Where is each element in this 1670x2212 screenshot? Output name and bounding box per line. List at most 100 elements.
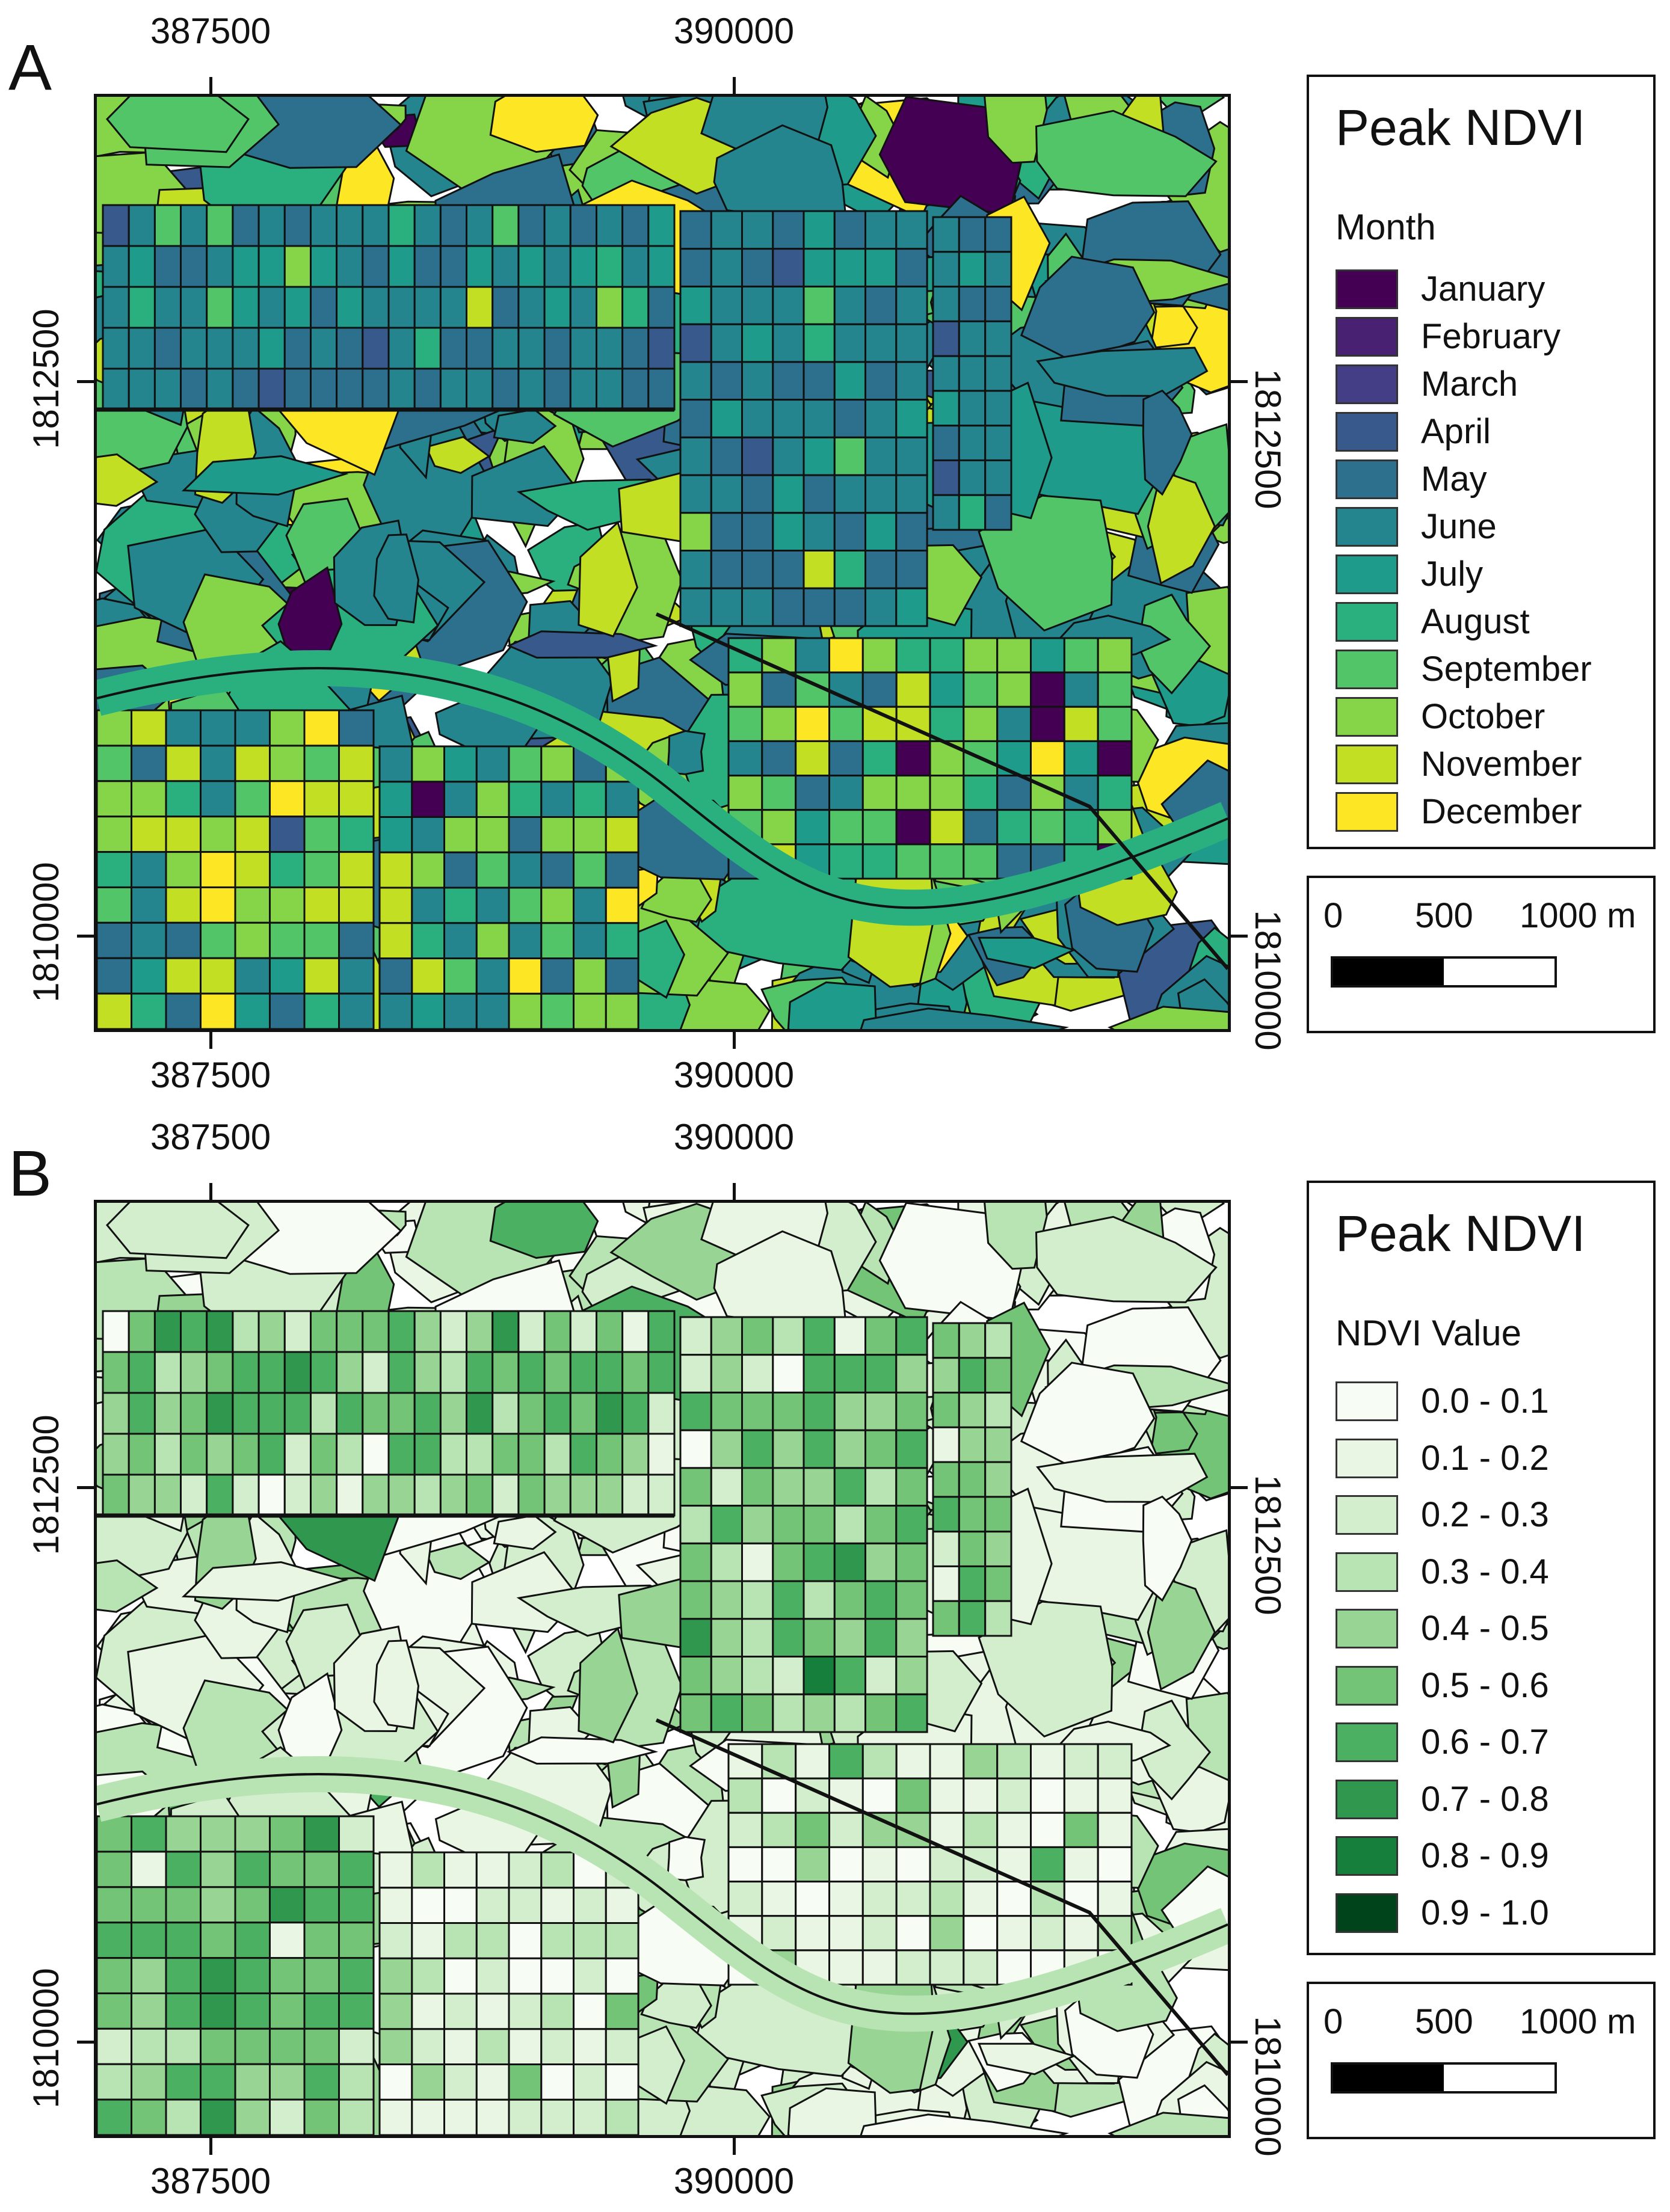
scale-segment-black	[1333, 959, 1444, 985]
legend-label: 0.6 - 0.7	[1421, 1722, 1549, 1762]
legend-swatch	[1336, 1722, 1398, 1762]
parcel-map	[97, 97, 1228, 1029]
tick-mark	[77, 1486, 94, 1489]
legend-label: October	[1421, 697, 1545, 736]
legend: Peak NDVI Month January February March Apri…	[1307, 75, 1656, 849]
legend-swatch	[1336, 697, 1398, 737]
tick-mark	[209, 2138, 212, 2155]
legend-label: 0.7 - 0.8	[1421, 1779, 1549, 1819]
y-tick-right-2: 1810000	[1247, 2016, 1288, 2157]
tick-mark	[733, 77, 736, 94]
x-tick-bottom-2: 390000	[673, 1055, 795, 1095]
legend-label: 0.5 - 0.6	[1421, 1665, 1549, 1705]
legend-label: December	[1421, 792, 1582, 831]
tick-mark	[1231, 1486, 1248, 1489]
y-tick-right-2: 1810000	[1247, 910, 1288, 1051]
legend-swatch	[1336, 412, 1398, 452]
tick-mark	[209, 77, 212, 94]
panel-b: B 387500 390000 387500 390000 1812500 18…	[0, 1106, 1670, 2212]
scale-segment-white	[1444, 959, 1554, 985]
legend: Peak NDVI NDVI Value 0.0 - 0.1 0.1 - 0.2 0…	[1307, 1181, 1656, 1955]
tick-mark	[209, 1032, 212, 1049]
legend-label: June	[1421, 507, 1497, 546]
scale-bar-box: 0 500 1000 m	[1307, 876, 1656, 1033]
legend-subtitle: Month	[1336, 207, 1436, 247]
legend-label: September	[1421, 650, 1592, 689]
legend-label: August	[1421, 602, 1530, 641]
legend-label: November	[1421, 745, 1582, 784]
y-tick-right-1: 1812500	[1247, 1475, 1288, 1615]
y-tick-right-1: 1812500	[1247, 369, 1288, 509]
panel-a: A 387500 390000 387500 390000 1812500 18…	[8, 11, 1656, 1095]
tick-mark	[77, 935, 94, 938]
legend-label: 0.3 - 0.4	[1421, 1552, 1549, 1591]
y-tick-left-2: 1810000	[25, 862, 66, 1003]
tick-mark	[1231, 935, 1248, 938]
scale-label-500: 500	[1415, 2002, 1473, 2041]
y-tick-left-1: 1812500	[25, 309, 66, 449]
scale-label-0: 0	[1323, 896, 1343, 935]
tick-mark	[77, 380, 94, 383]
x-tick-top-2: 390000	[673, 11, 795, 51]
legend-label: May	[1421, 459, 1487, 499]
x-tick-bottom-2: 390000	[673, 2161, 795, 2201]
x-tick-top-1: 387500	[150, 11, 271, 51]
scale-label-1000: 1000 m	[1520, 2002, 1636, 2041]
legend-label: February	[1421, 317, 1561, 356]
panel-letter: B	[8, 1137, 52, 1209]
y-tick-left-2: 1810000	[25, 1968, 66, 2109]
legend-swatch	[1336, 317, 1398, 357]
tick-mark	[77, 2041, 94, 2044]
legend-swatch	[1336, 602, 1398, 642]
map-frame	[94, 94, 1231, 1032]
legend-swatch	[1336, 1779, 1398, 1819]
tick-mark	[733, 1183, 736, 1200]
legend-swatch	[1336, 1495, 1398, 1535]
legend-title: Peak NDVI	[1336, 1205, 1586, 1262]
map-frame	[94, 1200, 1231, 2138]
legend-swatch	[1336, 1836, 1398, 1876]
x-tick-top-1: 387500	[150, 1117, 271, 1157]
legend-label: March	[1421, 364, 1518, 404]
legend-swatch	[1336, 364, 1398, 404]
legend-label: July	[1421, 555, 1484, 594]
scale-bar-box: 0 500 1000 m	[1307, 1982, 1656, 2139]
parcel-map	[97, 1203, 1228, 2135]
legend-label: 0.4 - 0.5	[1421, 1609, 1549, 1648]
legend-swatch	[1336, 1381, 1398, 1421]
legend-swatch	[1336, 650, 1398, 689]
legend-label: 0.8 - 0.9	[1421, 1836, 1549, 1875]
legend-subtitle: NDVI Value	[1336, 1313, 1522, 1353]
scale-label-500: 500	[1415, 896, 1473, 935]
scale-segment-black	[1333, 2065, 1444, 2091]
tick-mark	[733, 2138, 736, 2155]
legend-swatch	[1336, 269, 1398, 309]
legend-swatch	[1336, 1893, 1398, 1933]
legend-swatch	[1336, 1665, 1398, 1706]
legend-title: Peak NDVI	[1336, 99, 1586, 156]
legend-swatch	[1336, 1609, 1398, 1648]
tick-mark	[1231, 380, 1248, 383]
legend-swatch	[1336, 507, 1398, 547]
legend-swatch	[1336, 1552, 1398, 1592]
legend-swatch	[1336, 745, 1398, 784]
tick-mark	[209, 1183, 212, 1200]
legend-swatch	[1336, 1438, 1398, 1478]
legend-label: April	[1421, 412, 1491, 451]
x-tick-bottom-1: 387500	[150, 1055, 271, 1095]
legend-swatch	[1336, 555, 1398, 594]
scale-bar	[1331, 956, 1557, 988]
x-tick-bottom-1: 387500	[150, 2161, 271, 2201]
scale-label-1000: 1000 m	[1520, 896, 1636, 935]
legend-swatch	[1336, 792, 1398, 832]
legend-label: 0.1 - 0.2	[1421, 1438, 1549, 1478]
scale-segment-white	[1444, 2065, 1554, 2091]
panel-letter: A	[8, 31, 52, 103]
legend-label: 0.2 - 0.3	[1421, 1495, 1549, 1534]
scale-bar	[1331, 2062, 1557, 2094]
legend-swatch	[1336, 459, 1398, 499]
x-tick-top-2: 390000	[673, 1117, 795, 1157]
legend-label: 0.0 - 0.1	[1421, 1381, 1549, 1421]
y-tick-left-1: 1812500	[25, 1415, 66, 1555]
legend-label: 0.9 - 1.0	[1421, 1893, 1549, 1932]
